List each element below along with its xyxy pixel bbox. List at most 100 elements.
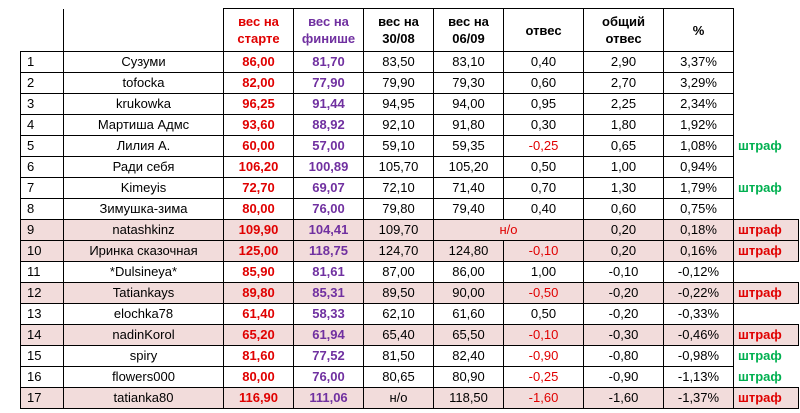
participant-name: flowers000 [63,366,224,388]
penalty-label: штраф [733,324,799,346]
weight-0609: 79,30 [433,72,504,94]
weight-3008: 89,50 [363,282,434,304]
percent-value: -0,12% [663,261,734,283]
start-weight: 61,40 [223,303,294,325]
start-weight: 125,00 [223,240,294,262]
penalty-label [734,94,799,115]
table-row: 12 Tatiankays 89,80 85,31 89,50 90,00 -0,50 -0,… [20,282,799,304]
total-otves: -0,10 [583,261,664,283]
percent-value: 3,29% [663,72,734,94]
table-row: 5 Лилия А. 60,00 57,00 59,10 59,35 -0,25 0,65 1,… [20,135,799,157]
weight-0609: 65,50 [433,324,504,346]
percent-value: 3,37% [663,51,734,73]
finish-weight: 77,52 [293,345,364,367]
row-number: 7 [20,177,64,199]
header-total: общий отвес [583,8,664,52]
table-row: 8 Зимушка-зима 80,00 76,00 79,80 79,40 0,40 0,6… [20,198,799,220]
start-weight: 65,20 [223,324,294,346]
penalty-label [734,115,799,136]
weight-0609: 105,20 [433,156,504,178]
total-otves: 0,60 [583,198,664,220]
row-number: 2 [20,72,64,94]
percent-value: 0,18% [663,219,734,241]
otves-value: 0,30 [503,114,584,136]
total-otves: 2,70 [583,72,664,94]
table-body: 1 Сузуми 86,00 81,70 83,50 83,10 0,40 2,90 3,37%… [20,51,799,409]
row-number: 13 [20,303,64,325]
otves-value: 1,00 [503,261,584,283]
finish-weight: 81,61 [293,261,364,283]
total-otves: 0,20 [583,240,664,262]
penalty-label: штраф [733,387,799,409]
row-number: 16 [20,366,64,388]
penalty-label: штраф [733,282,799,304]
weight-0609: 61,60 [433,303,504,325]
penalty-label [734,73,799,94]
otves-value: -0,50 [503,282,584,304]
total-otves: -1,60 [583,387,664,409]
start-weight: 86,00 [223,51,294,73]
start-weight: 72,70 [223,177,294,199]
total-otves: -0,30 [583,324,664,346]
finish-weight: 58,33 [293,303,364,325]
percent-value: -0,33% [663,303,734,325]
weight-3008: 65,40 [363,324,434,346]
finish-weight: 118,75 [293,240,364,262]
header-blank-tag [734,9,799,52]
finish-weight: 85,31 [293,282,364,304]
row-number: 17 [20,387,64,409]
participant-name: Иринка сказочная [63,240,224,262]
participant-name: tofocka [63,72,224,94]
header-date-0609: вес на 06/09 [433,8,504,52]
total-otves: -0,80 [583,345,664,367]
finish-weight: 69,07 [293,177,364,199]
finish-weight: 100,89 [293,156,364,178]
table-row: 2 tofocka 82,00 77,90 79,90 79,30 0,60 2,70 3,29… [20,72,799,94]
percent-value: -0,46% [663,324,734,346]
total-otves: 1,80 [583,114,664,136]
weight-0609: 79,40 [433,198,504,220]
weight-loss-table: вес на старте вес на финише вес на 30/08… [20,8,799,409]
finish-weight: 104,41 [293,219,364,241]
weight-0609: 94,00 [433,93,504,115]
header-finish: вес на финише [293,8,364,52]
table-row: 15 spiry 81,60 77,52 81,50 82,40 -0,90 -0,80 -0,… [20,345,799,367]
otves-value: -1,60 [503,387,584,409]
percent-value: 0,75% [663,198,734,220]
weight-0609: 83,10 [433,51,504,73]
table-row: 17 tatianka80 116,90 111,06 н/о 118,50 -1,60 -1… [20,387,799,409]
weight-3008: 62,10 [363,303,434,325]
total-otves: 2,90 [583,51,664,73]
table-row: 16 flowers000 80,00 76,00 80,65 80,90 -0,25 -0,… [20,366,799,388]
weight-0609: 124,80 [433,240,504,262]
percent-value: 1,79% [663,177,734,199]
otves-value: 0,50 [503,303,584,325]
finish-weight: 57,00 [293,135,364,157]
weight-3008: н/о [363,387,434,409]
penalty-label [734,157,799,178]
start-weight: 81,60 [223,345,294,367]
table-row: 9 natashkinz 109,90 104,41 109,70 н/о 0,20 0,18… [20,219,799,241]
penalty-label [734,304,799,325]
finish-weight: 61,94 [293,324,364,346]
percent-value: 1,92% [663,114,734,136]
row-number: 11 [20,261,64,283]
penalty-label: штраф [738,180,782,195]
percent-value: -0,22% [663,282,734,304]
weight-3008: 59,10 [363,135,434,157]
total-otves: 0,65 [583,135,664,157]
percent-value: -0,98% [663,345,734,367]
participant-name: Мартиша Адмс [63,114,224,136]
weight-3008: 79,90 [363,72,434,94]
percent-value: 0,16% [663,240,734,262]
weight-3008: 87,00 [363,261,434,283]
total-otves: 0,20 [583,219,664,241]
weight-0609: 80,90 [433,366,504,388]
start-weight: 80,00 [223,366,294,388]
header-row: вес на старте вес на финише вес на 30/08… [20,8,799,52]
otves-value: 0,40 [503,51,584,73]
weight-0609: 118,50 [433,387,504,409]
table-row: 6 Ради себя 106,20 100,89 105,70 105,20 0,50 1,… [20,156,799,178]
otves-value: -0,10 [503,324,584,346]
participant-name: Сузуми [63,51,224,73]
